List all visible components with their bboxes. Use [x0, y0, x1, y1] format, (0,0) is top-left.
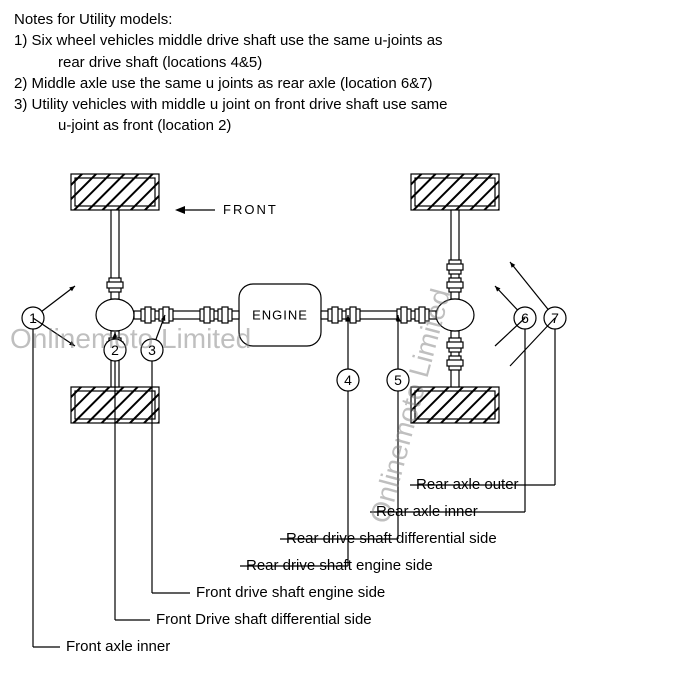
label-rear-ds-engine: Rear drive shaft engine side [246, 557, 433, 574]
callout-6: 6 [521, 310, 529, 326]
callout-4: 4 [344, 372, 352, 388]
callout-2: 2 [111, 342, 119, 358]
engine-label: ENGINE [252, 308, 308, 323]
front-label: FRONT [223, 202, 278, 217]
label-rear-ds-diff: Rear drive shaft differential side [286, 530, 497, 547]
label-front-ds-engine: Front drive shaft engine side [196, 584, 385, 601]
label-rear-axle-inner: Rear axle inner [376, 503, 478, 520]
callout-7: 7 [551, 310, 559, 326]
callout-5: 5 [394, 372, 402, 388]
label-rear-axle-outer: Rear axle outer [416, 476, 519, 493]
callout-1: 1 [29, 310, 37, 326]
callout-3: 3 [148, 342, 156, 358]
label-front-ds-diff: Front Drive shaft differential side [156, 611, 372, 628]
label-front-axle-inner: Front axle inner [66, 638, 170, 655]
